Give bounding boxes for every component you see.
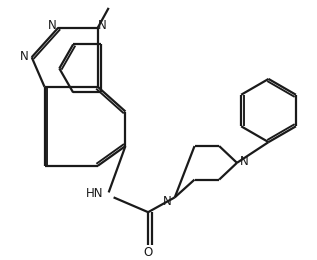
Text: O: O (144, 246, 153, 259)
Text: N: N (48, 19, 57, 32)
Text: N: N (98, 19, 107, 32)
Text: N: N (239, 155, 248, 168)
Text: HN: HN (86, 187, 104, 200)
Text: N: N (19, 50, 28, 63)
Text: N: N (163, 195, 171, 208)
